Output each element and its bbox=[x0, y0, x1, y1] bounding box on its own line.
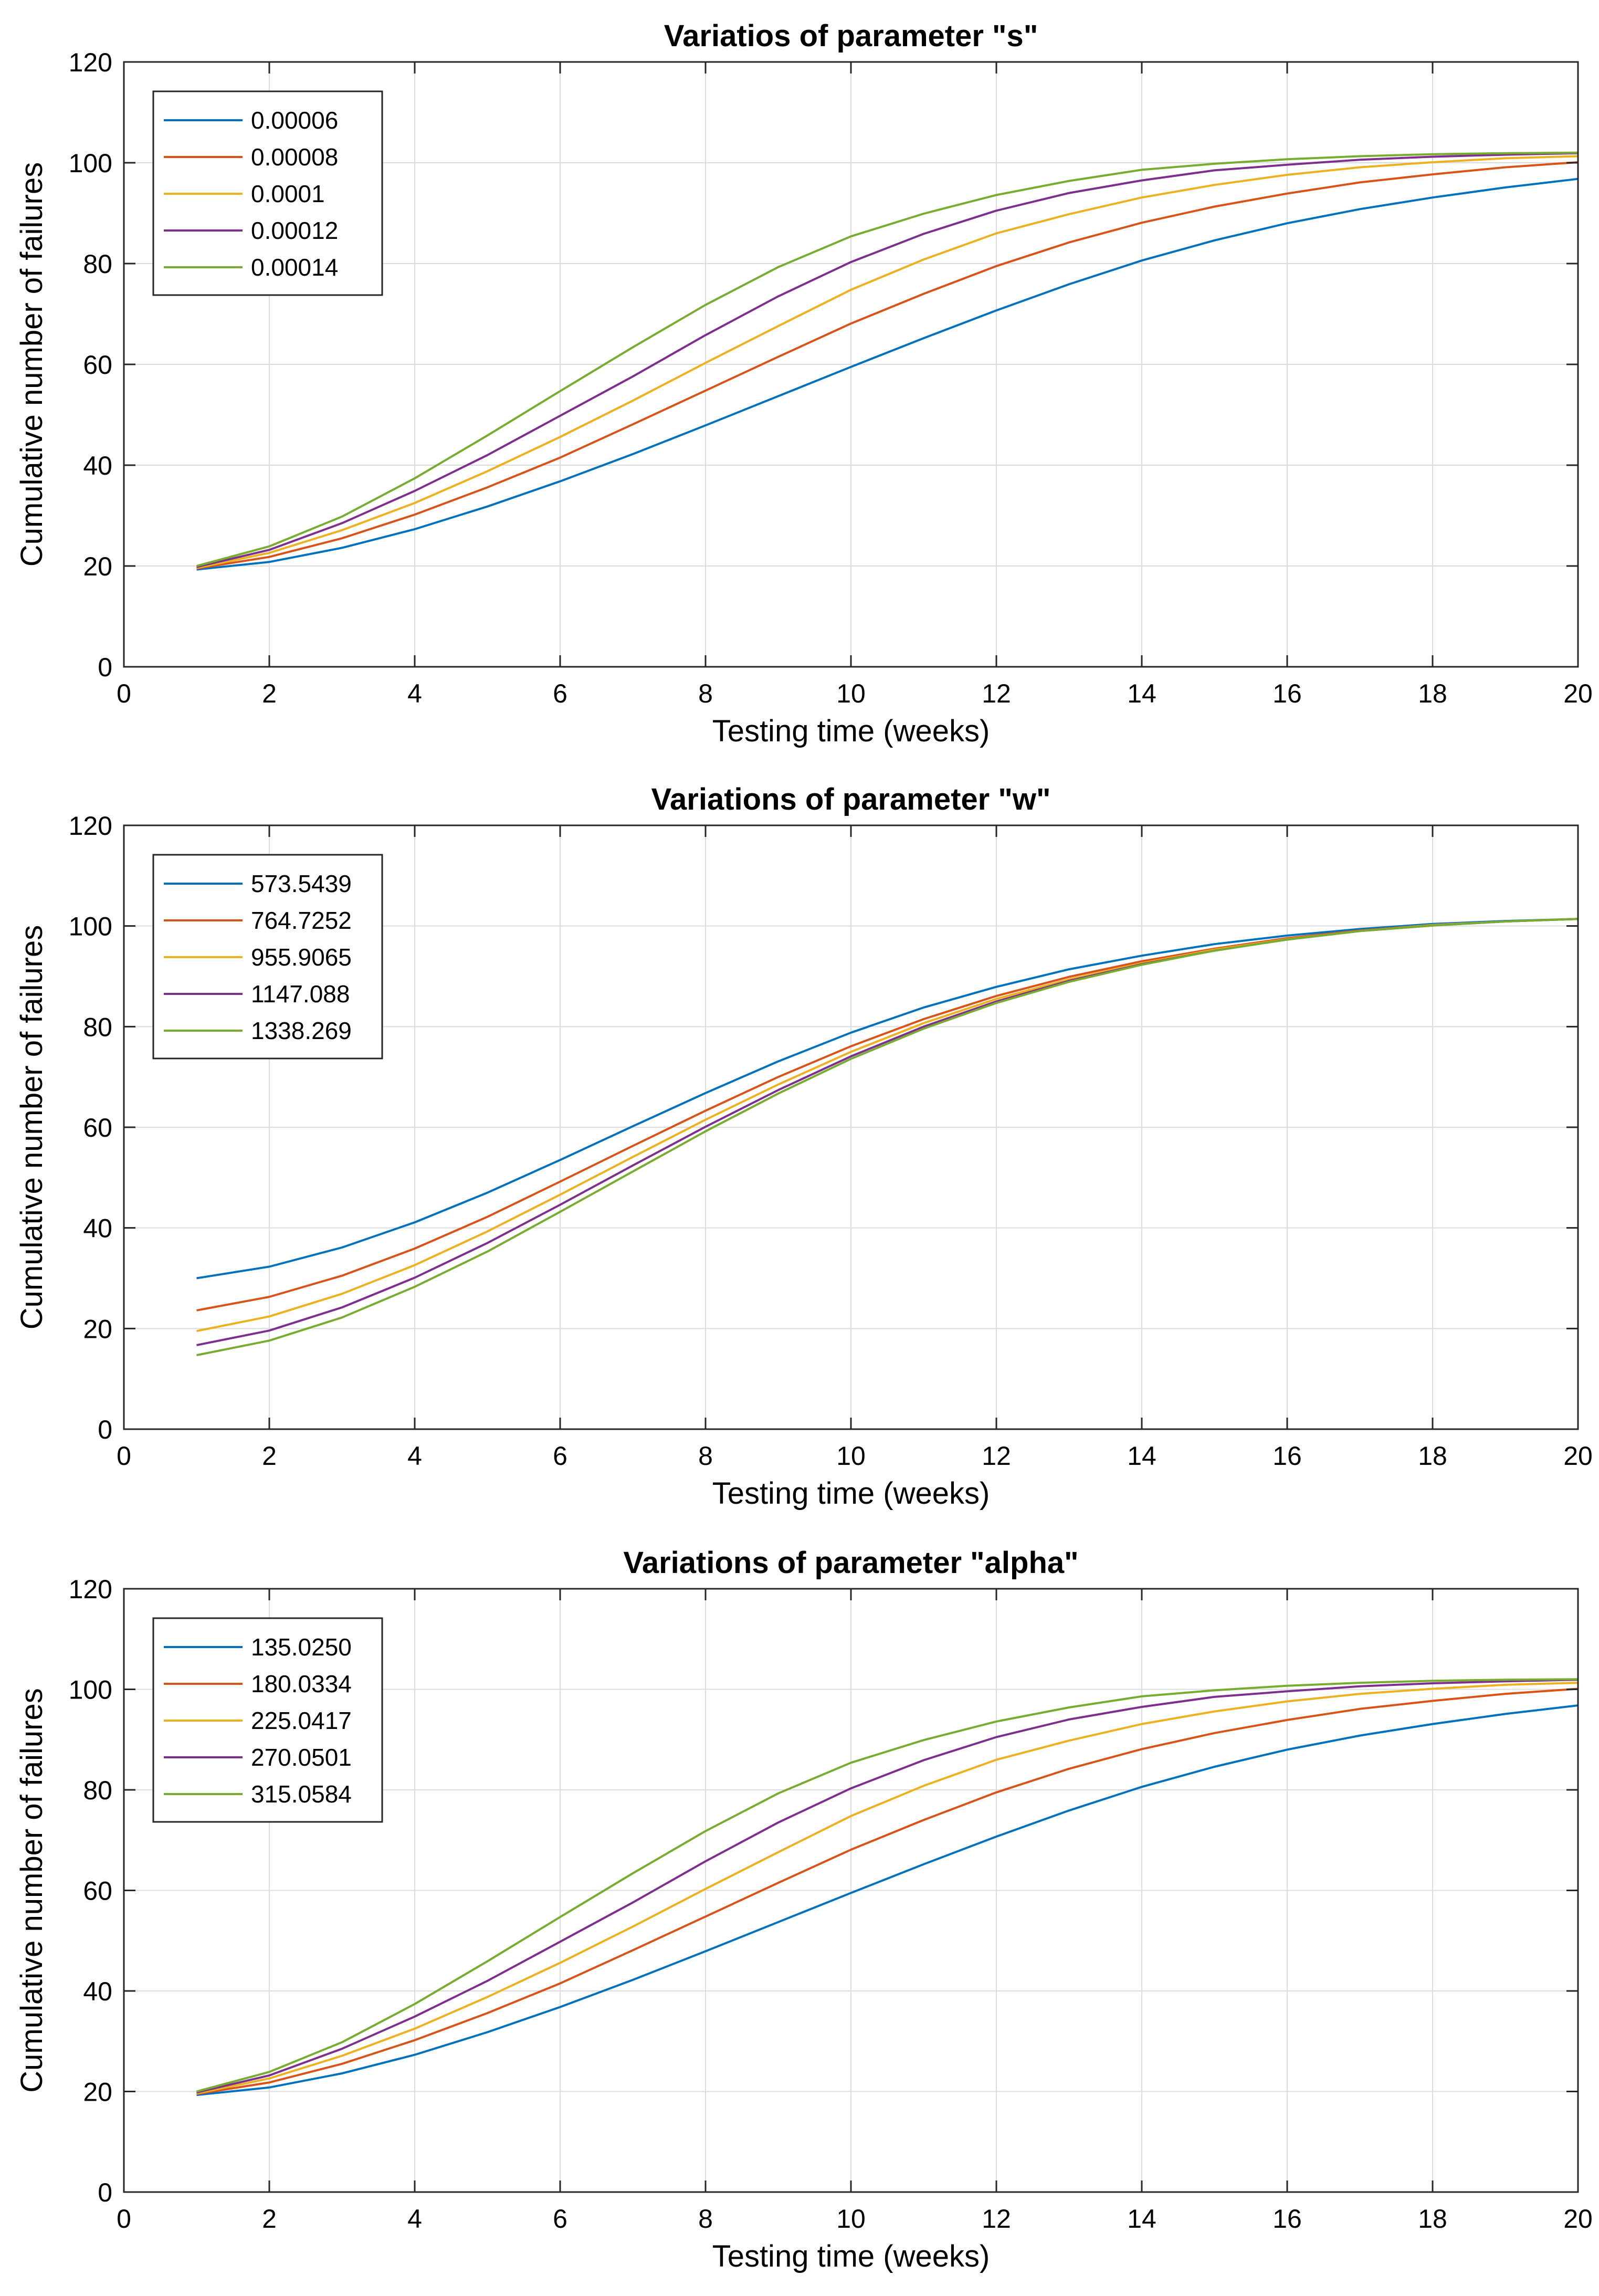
legend-label: 315.0584 bbox=[251, 1780, 352, 1808]
x-tick-label: 14 bbox=[1127, 2204, 1156, 2234]
y-tick-label: 100 bbox=[69, 1675, 112, 1705]
legend-label: 573.5439 bbox=[251, 870, 352, 897]
legend: 0.00006 0.00008 0.0001 0.00012 0.00014 bbox=[152, 90, 383, 296]
legend: 573.5439 764.7252 955.9065 1147.088 1338.269 bbox=[152, 854, 383, 1060]
y-tick-label: 80 bbox=[83, 1776, 112, 1805]
legend-label: 1147.088 bbox=[251, 980, 350, 1008]
chart-title: Variatios of parameter "s" bbox=[664, 19, 1038, 53]
y-tick-label: 0 bbox=[98, 1415, 112, 1444]
x-axis-label: Testing time (weeks) bbox=[712, 2239, 990, 2273]
y-tick-label: 20 bbox=[83, 552, 112, 581]
x-tick-label: 4 bbox=[407, 679, 422, 708]
x-tick-label: 10 bbox=[836, 679, 866, 708]
y-tick-label: 120 bbox=[69, 1575, 112, 1604]
chart-title: Variations of parameter "alpha" bbox=[623, 1546, 1078, 1580]
x-tick-label: 10 bbox=[836, 1441, 866, 1471]
series-line-180.0334 bbox=[196, 1687, 1579, 2095]
y-tick-label: 40 bbox=[83, 1214, 112, 1243]
y-tick-label: 0 bbox=[98, 2178, 112, 2207]
series-line-0.00008 bbox=[196, 161, 1579, 570]
x-tick-label: 6 bbox=[553, 2204, 567, 2234]
y-tick-label: 20 bbox=[83, 1314, 112, 1344]
series-line-315.0584 bbox=[196, 1678, 1579, 2093]
x-tick-label: 8 bbox=[698, 2204, 713, 2234]
y-tick-label: 100 bbox=[69, 912, 112, 941]
series-line-1338.269 bbox=[196, 918, 1579, 1357]
legend-label: 0.0001 bbox=[251, 180, 325, 207]
x-tick-label: 6 bbox=[553, 679, 567, 708]
series-line-0.0001 bbox=[196, 155, 1579, 569]
x-tick-label: 18 bbox=[1418, 679, 1447, 708]
series-line-573.5439 bbox=[196, 918, 1579, 1280]
legend-label: 1338.269 bbox=[251, 1017, 352, 1044]
x-tick-label: 2 bbox=[262, 679, 277, 708]
x-tick-label: 14 bbox=[1127, 679, 1156, 708]
chart-panel-2: 0 2 4 6 8 10 12 14 16 18 20 0 20 40 60 80 100 120 Variatio… bbox=[15, 782, 1593, 1511]
x-tick-label: 16 bbox=[1272, 679, 1302, 708]
y-axis-label: Cumulative number of failures bbox=[15, 162, 49, 567]
x-tick-label: 8 bbox=[698, 1441, 713, 1471]
y-tick-label: 120 bbox=[69, 811, 112, 841]
x-tick-label: 20 bbox=[1563, 679, 1593, 708]
y-axis-label: Cumulative number of failures bbox=[15, 925, 49, 1329]
legend-label: 0.00014 bbox=[251, 254, 338, 281]
legend-label: 180.0334 bbox=[251, 1670, 352, 1697]
x-tick-label: 18 bbox=[1418, 2204, 1447, 2234]
x-tick-label: 8 bbox=[698, 679, 713, 708]
y-tick-label: 40 bbox=[83, 1977, 112, 2006]
x-tick-label: 10 bbox=[836, 2204, 866, 2234]
y-tick-label: 40 bbox=[83, 451, 112, 480]
y-tick-label: 20 bbox=[83, 2078, 112, 2107]
x-tick-label: 4 bbox=[407, 1441, 422, 1471]
legend-label: 135.0250 bbox=[251, 1633, 352, 1661]
legend-label: 0.00006 bbox=[251, 107, 338, 134]
x-tick-label: 20 bbox=[1563, 1441, 1593, 1471]
legend-label: 0.00012 bbox=[251, 217, 338, 244]
x-tick-label: 4 bbox=[407, 2204, 422, 2234]
x-tick-label: 0 bbox=[117, 1441, 131, 1471]
x-tick-label: 6 bbox=[553, 1441, 567, 1471]
x-tick-label: 16 bbox=[1272, 2204, 1302, 2234]
chart-panel-1: 0 2 4 6 8 10 12 14 16 18 20 0 20 40 60 80 100 120 Variatio… bbox=[15, 19, 1593, 748]
x-tick-label: 2 bbox=[262, 2204, 277, 2234]
y-tick-label: 120 bbox=[69, 48, 112, 77]
legend-label: 764.7252 bbox=[251, 907, 352, 934]
series-line-0.00012 bbox=[196, 152, 1579, 568]
y-tick-label: 60 bbox=[83, 1113, 112, 1142]
x-tick-label: 12 bbox=[982, 679, 1011, 708]
series-line-0.00014 bbox=[196, 151, 1579, 567]
x-axis-label: Testing time (weeks) bbox=[712, 1476, 990, 1511]
x-tick-label: 2 bbox=[262, 1441, 277, 1471]
legend-label: 0.00008 bbox=[251, 143, 338, 171]
y-tick-label: 80 bbox=[83, 249, 112, 279]
y-tick-label: 60 bbox=[83, 350, 112, 380]
series-line-0.00006 bbox=[196, 177, 1579, 571]
legend: 135.0250 180.0334 225.0417 270.0501 315.0584 bbox=[152, 1617, 383, 1823]
legend-label: 270.0501 bbox=[251, 1744, 352, 1771]
chart-title: Variations of parameter "w" bbox=[651, 782, 1051, 816]
x-tick-label: 20 bbox=[1563, 2204, 1593, 2234]
series-line-135.0250 bbox=[196, 1704, 1579, 2096]
legend-label: 225.0417 bbox=[251, 1707, 352, 1734]
chart-panel-3: 0 2 4 6 8 10 12 14 16 18 20 0 20 40 60 80 100 120 Variatio… bbox=[15, 1546, 1593, 2273]
x-tick-label: 12 bbox=[982, 1441, 1011, 1471]
y-tick-label: 0 bbox=[98, 653, 112, 682]
x-axis-label: Testing time (weeks) bbox=[712, 714, 990, 748]
y-tick-label: 80 bbox=[83, 1012, 112, 1042]
y-tick-label: 60 bbox=[83, 1876, 112, 1906]
series-line-270.0501 bbox=[196, 1679, 1579, 2094]
series-line-225.0417 bbox=[196, 1682, 1579, 2095]
x-tick-label: 14 bbox=[1127, 1441, 1156, 1471]
y-tick-label: 100 bbox=[69, 149, 112, 178]
x-tick-label: 12 bbox=[982, 2204, 1011, 2234]
x-tick-label: 18 bbox=[1418, 1441, 1447, 1471]
legend-label: 955.9065 bbox=[251, 943, 352, 971]
x-tick-label: 16 bbox=[1272, 1441, 1302, 1471]
y-axis-label: Cumulative number of failures bbox=[15, 1688, 49, 2092]
x-tick-label: 0 bbox=[117, 679, 131, 708]
x-tick-label: 0 bbox=[117, 2204, 131, 2234]
